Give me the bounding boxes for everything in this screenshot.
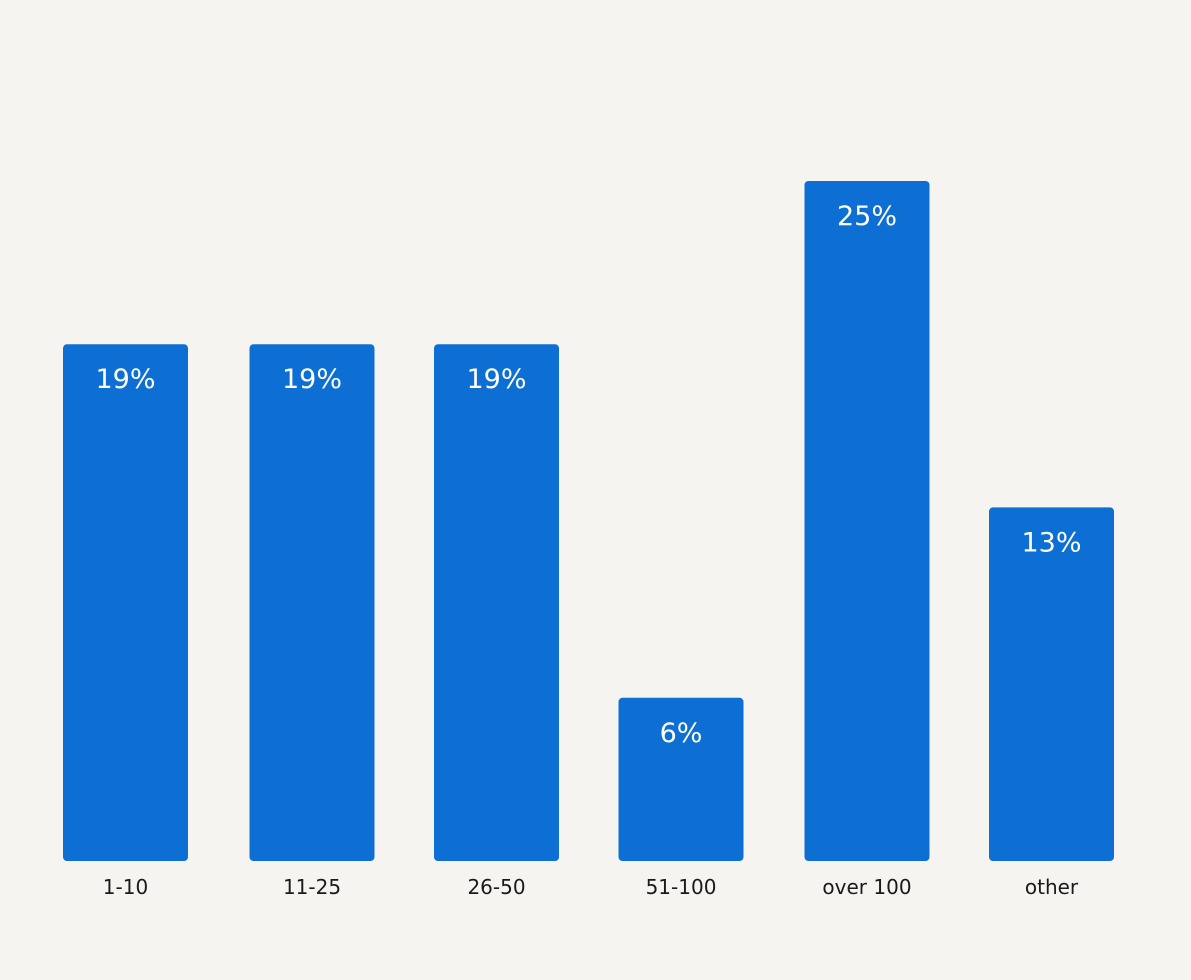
value-labels-group: 19% 19% 19% 6% 25% 13% (95, 201, 1081, 749)
bars-group (63, 181, 1114, 861)
bar-5 (804, 181, 930, 861)
category-tick-label: 26-50 (467, 875, 525, 899)
bar-value-label: 19% (466, 364, 526, 395)
category-tick-label: 11-25 (283, 875, 341, 899)
bar-2 (249, 344, 375, 861)
bar-value-label: 25% (837, 201, 897, 232)
category-tick-label: 1-10 (103, 875, 148, 899)
bar-value-label: 6% (660, 718, 703, 749)
bar-4 (618, 697, 744, 861)
category-labels-group: 1-10 11-25 26-50 51-100 over 100 other (103, 875, 1079, 899)
bar-value-label: 13% (1021, 527, 1081, 558)
bar-value-label: 19% (95, 364, 155, 395)
bar-3 (434, 344, 559, 861)
bar-6 (989, 507, 1114, 861)
bar-value-label: 19% (282, 364, 342, 395)
category-tick-label: 51-100 (646, 875, 717, 899)
bar-1 (63, 344, 188, 861)
category-tick-label: over 100 (822, 875, 911, 899)
category-tick-label: other (1025, 875, 1079, 899)
